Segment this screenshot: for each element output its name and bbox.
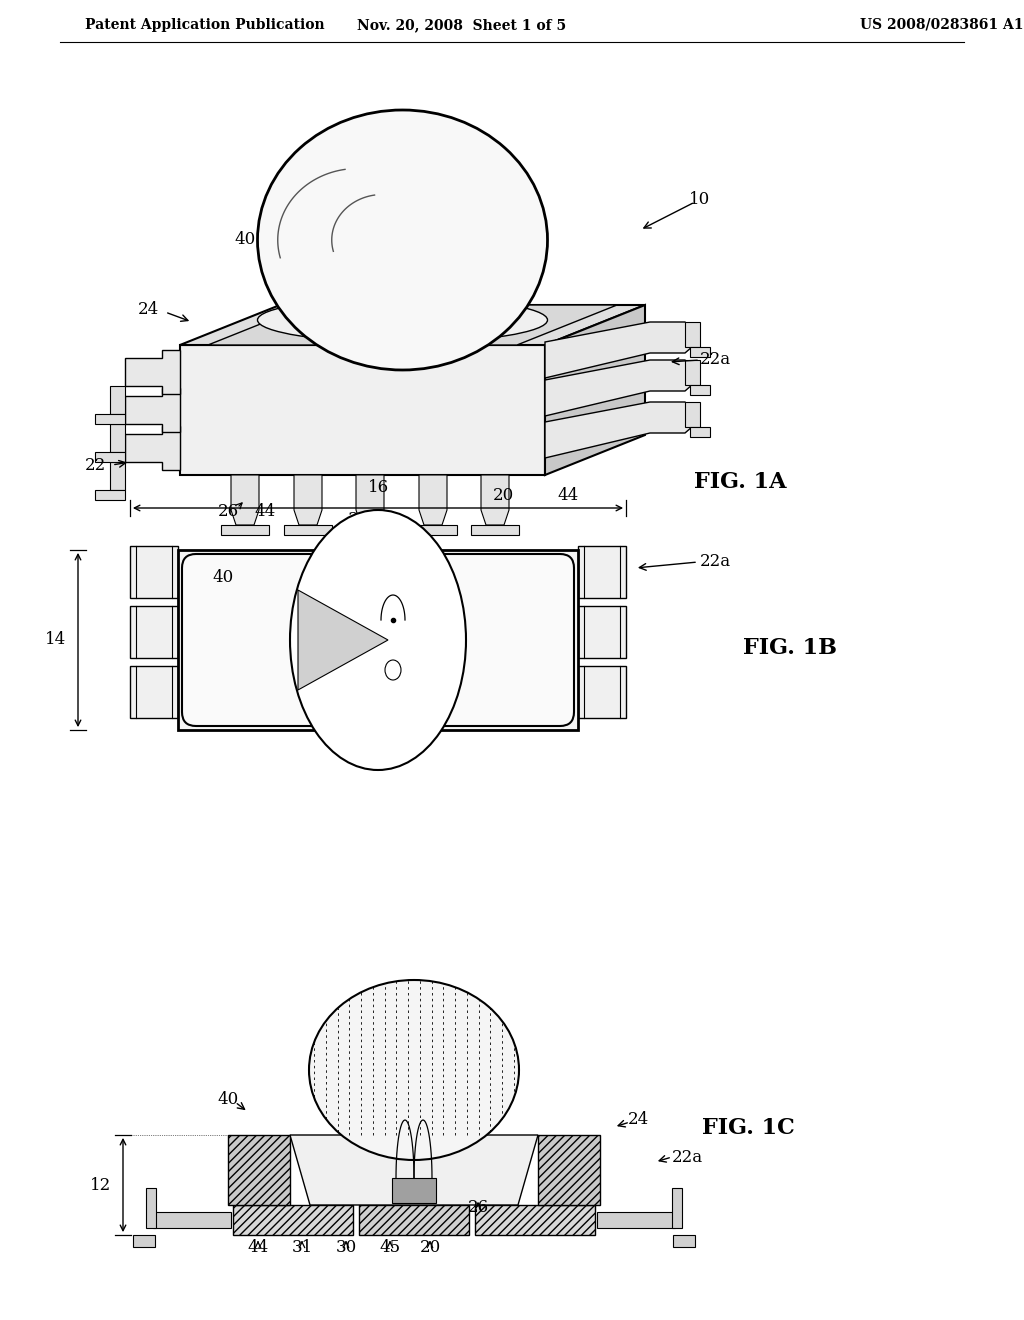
Text: 45: 45 xyxy=(380,1239,400,1257)
Bar xyxy=(392,1177,436,1203)
FancyBboxPatch shape xyxy=(182,554,574,726)
Polygon shape xyxy=(95,451,125,462)
Text: FIG. 1A: FIG. 1A xyxy=(693,471,786,492)
Polygon shape xyxy=(125,426,180,470)
Polygon shape xyxy=(208,305,617,345)
Ellipse shape xyxy=(290,510,466,770)
Text: FIG. 1B: FIG. 1B xyxy=(743,638,837,659)
Polygon shape xyxy=(110,424,125,451)
Bar xyxy=(673,1236,695,1247)
Polygon shape xyxy=(690,347,710,356)
Text: 30: 30 xyxy=(336,1239,356,1257)
Text: FIG. 1C: FIG. 1C xyxy=(701,1117,795,1139)
Polygon shape xyxy=(685,360,700,385)
Text: 40: 40 xyxy=(234,231,256,248)
Text: 40: 40 xyxy=(217,1092,239,1109)
Polygon shape xyxy=(545,322,700,378)
Bar xyxy=(130,606,178,657)
Polygon shape xyxy=(284,525,332,535)
Polygon shape xyxy=(409,525,457,535)
Polygon shape xyxy=(471,525,519,535)
Polygon shape xyxy=(180,345,545,475)
Text: 26: 26 xyxy=(217,503,239,520)
Text: 20: 20 xyxy=(493,487,514,503)
Text: Patent Application Publication: Patent Application Publication xyxy=(85,18,325,32)
Polygon shape xyxy=(685,322,700,347)
Polygon shape xyxy=(545,305,645,475)
Bar xyxy=(475,1205,595,1236)
Bar xyxy=(153,1212,231,1228)
Text: 30: 30 xyxy=(347,511,369,528)
Text: 40: 40 xyxy=(212,569,233,586)
Polygon shape xyxy=(685,403,700,426)
Polygon shape xyxy=(231,475,259,525)
Bar xyxy=(672,1188,682,1228)
Bar xyxy=(359,1205,469,1236)
Bar xyxy=(538,1135,600,1205)
Polygon shape xyxy=(356,475,384,525)
Polygon shape xyxy=(294,475,322,525)
Bar xyxy=(228,1135,290,1205)
Text: 70: 70 xyxy=(464,1060,485,1077)
Polygon shape xyxy=(110,385,125,414)
Text: 12: 12 xyxy=(90,1176,111,1193)
Bar xyxy=(597,1212,675,1228)
Polygon shape xyxy=(95,490,125,500)
Text: 31: 31 xyxy=(292,1239,312,1257)
Polygon shape xyxy=(125,388,180,432)
Text: 20: 20 xyxy=(420,1239,440,1257)
Ellipse shape xyxy=(257,110,548,370)
Text: 16: 16 xyxy=(368,479,388,496)
Text: 44: 44 xyxy=(557,487,579,503)
Polygon shape xyxy=(125,350,180,393)
Bar xyxy=(130,667,178,718)
Polygon shape xyxy=(180,305,645,345)
Text: US 2008/0283861 A1: US 2008/0283861 A1 xyxy=(860,18,1024,32)
Bar xyxy=(578,546,626,598)
Text: 26: 26 xyxy=(467,1200,488,1217)
Text: 44: 44 xyxy=(254,503,275,520)
Polygon shape xyxy=(298,590,388,690)
Text: 28: 28 xyxy=(376,573,396,590)
Polygon shape xyxy=(690,426,710,437)
Bar xyxy=(130,546,178,598)
Polygon shape xyxy=(545,360,700,416)
Text: 22: 22 xyxy=(84,457,105,474)
Ellipse shape xyxy=(309,979,519,1160)
Polygon shape xyxy=(290,1135,538,1205)
Text: 24: 24 xyxy=(137,301,159,318)
Polygon shape xyxy=(481,475,509,525)
Text: 10: 10 xyxy=(689,191,711,209)
Text: 24: 24 xyxy=(628,1111,648,1129)
Text: 22a: 22a xyxy=(700,553,731,570)
Polygon shape xyxy=(95,414,125,424)
Bar xyxy=(146,1188,156,1228)
Polygon shape xyxy=(346,525,394,535)
Bar xyxy=(578,667,626,718)
Text: Nov. 20, 2008  Sheet 1 of 5: Nov. 20, 2008 Sheet 1 of 5 xyxy=(357,18,566,32)
Text: 22a: 22a xyxy=(700,351,731,368)
Bar xyxy=(233,1205,353,1236)
Polygon shape xyxy=(690,385,710,395)
Polygon shape xyxy=(545,403,700,458)
Polygon shape xyxy=(221,525,269,535)
Text: 70: 70 xyxy=(349,166,371,183)
Text: 22a: 22a xyxy=(672,1148,703,1166)
Bar xyxy=(133,1236,155,1247)
Text: 44: 44 xyxy=(248,1239,268,1257)
Text: 14: 14 xyxy=(45,631,66,648)
Bar xyxy=(178,550,578,730)
Ellipse shape xyxy=(257,297,548,342)
Polygon shape xyxy=(110,462,125,490)
Bar xyxy=(578,606,626,657)
Polygon shape xyxy=(419,475,447,525)
